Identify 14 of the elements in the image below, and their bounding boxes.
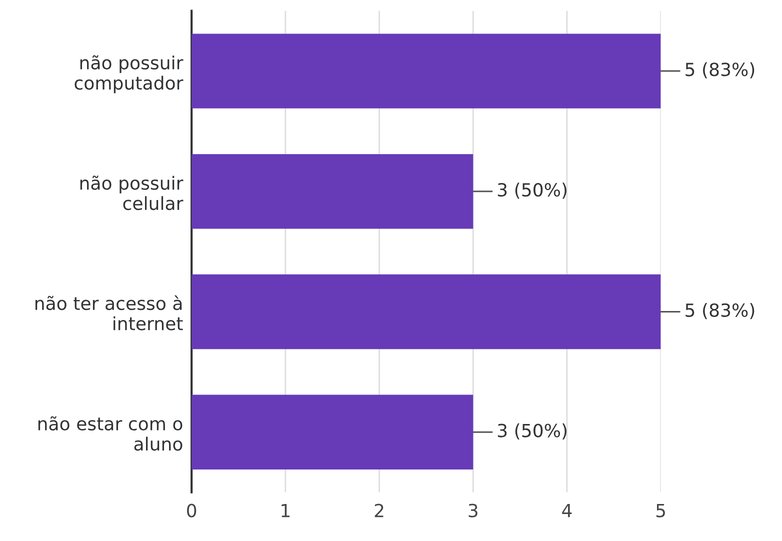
y-tick-label: não possuir celular [80, 176, 184, 210]
data-label: 5 (83%) [686, 62, 754, 78]
x-tick-label: 3 [468, 504, 478, 518]
x-tick-label: 1 [282, 504, 290, 518]
data-label: 3 (50%) [498, 182, 566, 199]
x-tick-label: 5 [656, 504, 665, 518]
y-tick-label: não ter acesso à internet [35, 295, 183, 330]
x-tick-label: 2 [374, 504, 384, 518]
y-tick-label: não estar com o aluno [38, 416, 182, 451]
data-label: 5 (83%) [686, 303, 754, 320]
data-label: 3 (50%) [498, 423, 566, 440]
x-tick-label: 4 [562, 504, 572, 518]
x-tick-label: 0 [187, 504, 196, 518]
y-tick-label: não possuir computador [74, 55, 184, 94]
